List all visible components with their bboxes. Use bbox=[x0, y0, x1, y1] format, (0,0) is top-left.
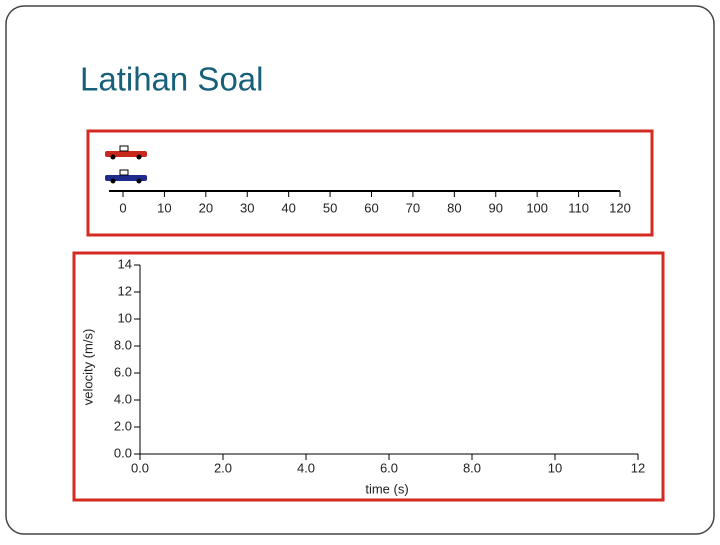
x-tick-label: 40 bbox=[281, 200, 295, 215]
y-tick-label: 0.0 bbox=[114, 445, 132, 460]
x-tick-label: 70 bbox=[406, 200, 420, 215]
x-tick-label: 0 bbox=[119, 200, 126, 215]
x-tick-label: 90 bbox=[489, 200, 503, 215]
y-tick-label: 12 bbox=[118, 283, 132, 298]
x-tick-label: 80 bbox=[447, 200, 461, 215]
car bbox=[105, 169, 147, 184]
x-tick-label: 2.0 bbox=[214, 460, 232, 475]
car bbox=[105, 145, 147, 160]
y-tick-label: 4.0 bbox=[114, 391, 132, 406]
x-tick-label: 10 bbox=[548, 460, 562, 475]
x-tick-label: 110 bbox=[568, 200, 589, 215]
y-tick-label: 10 bbox=[118, 310, 132, 325]
track-box bbox=[86, 129, 654, 237]
slide-title: Latihan Soal bbox=[80, 61, 263, 98]
x-tick-label: 6.0 bbox=[380, 460, 398, 475]
x-tick-label: 60 bbox=[364, 200, 378, 215]
x-tick-label: 50 bbox=[323, 200, 337, 215]
x-tick-label: 20 bbox=[199, 200, 213, 215]
car-part bbox=[105, 151, 147, 157]
x-tick-label: 4.0 bbox=[297, 460, 315, 475]
car-part bbox=[136, 178, 142, 184]
y-tick-label: 8.0 bbox=[114, 337, 132, 352]
y-tick-label: 2.0 bbox=[114, 418, 132, 433]
car-part bbox=[136, 154, 142, 160]
y-tick-label: 6.0 bbox=[114, 364, 132, 379]
x-tick-label: 30 bbox=[240, 200, 254, 215]
car-part bbox=[110, 178, 116, 184]
x-tick-label: 8.0 bbox=[463, 460, 481, 475]
x-axis-label: time (s) bbox=[365, 481, 408, 496]
car-part bbox=[119, 145, 129, 152]
y-axis-label: velocity (m/s) bbox=[80, 329, 95, 406]
x-tick-label: 0.0 bbox=[131, 460, 149, 475]
x-tick-label: 10 bbox=[157, 200, 171, 215]
slide-frame bbox=[5, 5, 715, 535]
x-tick-label: 100 bbox=[526, 200, 548, 215]
y-tick-label: 14 bbox=[118, 256, 132, 271]
car-part bbox=[105, 175, 147, 181]
car-part bbox=[119, 169, 129, 176]
x-tick-label: 120 bbox=[609, 200, 631, 215]
car-part bbox=[110, 154, 116, 160]
graph-box bbox=[72, 251, 665, 502]
x-tick-label: 12 bbox=[631, 460, 645, 475]
